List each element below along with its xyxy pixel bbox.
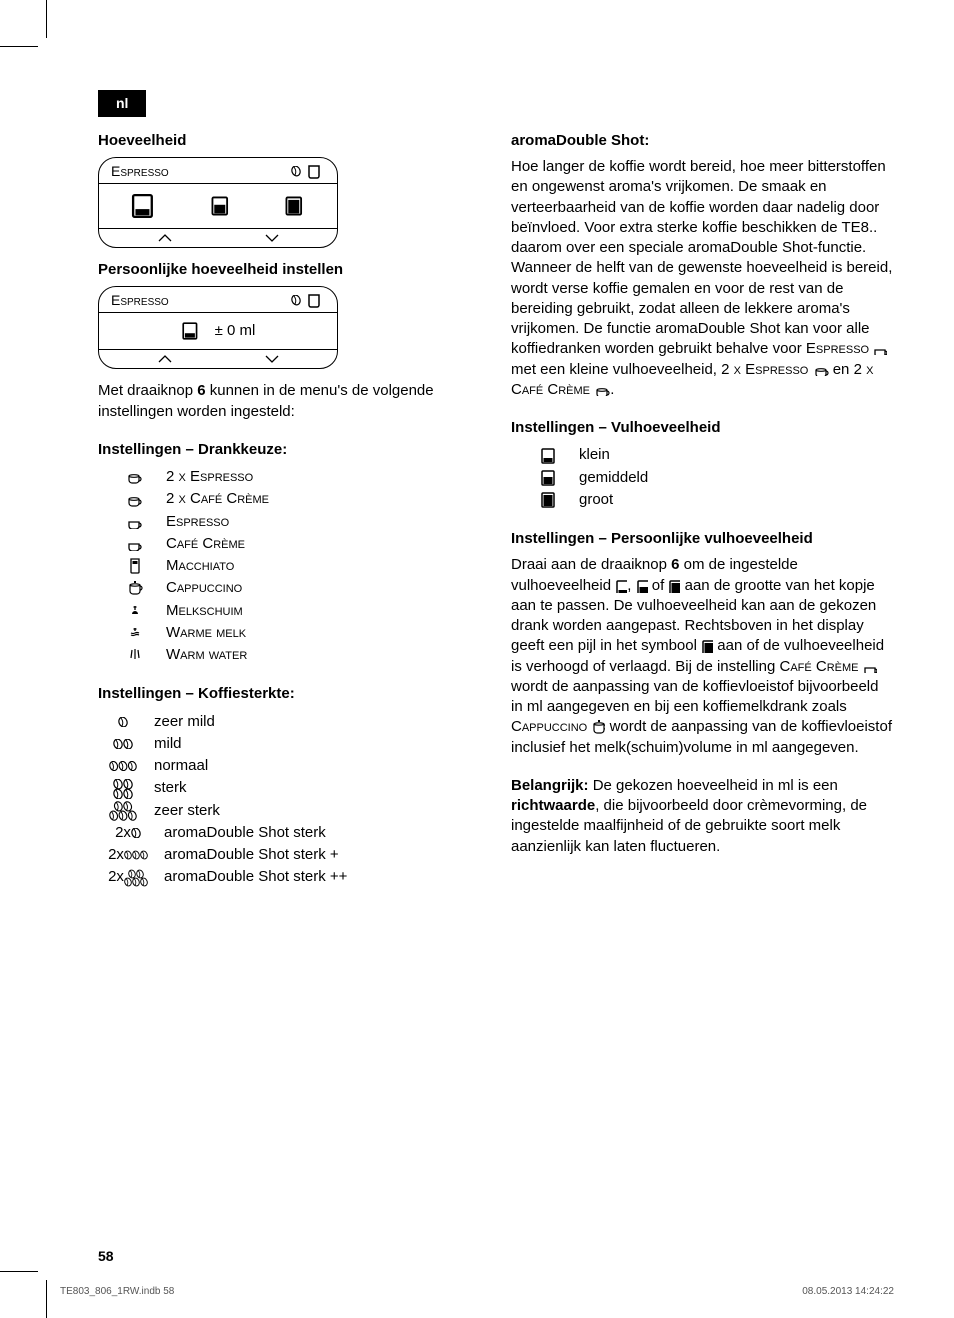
heading-persvul: Instellingen – Persoonlijke vulhoeveelhe… — [511, 529, 894, 549]
espresso-icon — [873, 343, 887, 355]
cup-large-icon — [540, 491, 556, 509]
cup-small-icon — [181, 321, 201, 341]
display2-title: Espresso — [111, 291, 169, 310]
cup-medium-icon — [540, 469, 556, 487]
cup-small-icon — [540, 447, 556, 465]
sterkte-label: aromaDouble Shot sterk + — [164, 845, 481, 865]
display-hoeveelheid: Espresso — [98, 157, 338, 248]
language-tab: nl — [98, 90, 146, 117]
bean5-icon — [124, 869, 148, 887]
left-column: Hoeveelheid Espresso Persoonlijke hoevee… — [98, 131, 481, 907]
drink-label: Macchiato — [166, 556, 481, 576]
cafecreme-icon — [127, 537, 143, 551]
para-met-draaiknop: Met draaiknop 6 kunnen in de menu's de v… — [98, 381, 481, 422]
heading-sterkte: Instellingen – Koffiesterkte: — [98, 684, 481, 704]
heading-vulhoeveelheid: Instellingen – Vulhoeveelheid — [511, 418, 894, 438]
footer-filename: TE803_806_1RW.indb 58 — [60, 1285, 174, 1299]
heading-hoeveelheid: Hoeveelheid — [98, 131, 481, 151]
bean4-icon — [113, 779, 133, 799]
vul-label: gemiddeld — [579, 468, 894, 488]
bean1-icon — [118, 717, 128, 727]
vul-list: klein gemiddeld groot — [511, 444, 894, 511]
sterkte-list: zeer mild mild normaal sterk zeer sterk … — [98, 711, 481, 889]
bean3-icon — [124, 850, 148, 860]
two-espresso-icon — [813, 364, 829, 376]
bean-icon — [291, 166, 303, 178]
mug-icon — [307, 292, 325, 310]
drink-label: Espresso — [166, 512, 481, 532]
belangrijk-para: Belangrijk: De gekozen hoeveelheid in ml… — [511, 776, 894, 857]
footer-timestamp: 08.05.2013 14:24:22 — [802, 1285, 894, 1299]
cup-medium-icon — [636, 579, 648, 593]
page-number: 58 — [98, 1247, 114, 1266]
cup-medium-icon — [210, 195, 232, 217]
drink-label: Warm water — [166, 645, 481, 665]
right-column: aromaDouble Shot: Hoe langer de koffie w… — [511, 131, 894, 907]
drink-label: Warme melk — [166, 623, 481, 643]
two-cafecreme-icon — [126, 493, 144, 507]
espresso-icon — [127, 515, 143, 529]
sterkte-label: zeer sterk — [154, 801, 481, 821]
cup-large-icon — [284, 195, 306, 217]
bean3-icon — [109, 761, 137, 771]
sterkte-label: sterk — [154, 778, 481, 798]
drink-label: Melkschuim — [166, 601, 481, 621]
sterkte-label: zeer mild — [154, 712, 481, 732]
drink-label: Café Crème — [166, 534, 481, 554]
melkschuim-icon — [128, 604, 142, 618]
cup-large-icon — [701, 639, 713, 653]
drink-label: 2 x Espresso — [166, 467, 481, 487]
sterkte-label: mild — [154, 734, 481, 754]
macchiato-icon — [127, 557, 143, 575]
two-cafecreme-icon — [594, 384, 610, 396]
bean-icon — [291, 295, 303, 307]
heading-aroma: aromaDouble Shot: — [511, 131, 894, 151]
cup-small-icon — [130, 192, 158, 220]
display1-title: Espresso — [111, 162, 169, 181]
sterkte-label: aromaDouble Shot sterk ++ — [164, 867, 481, 887]
drink-label: 2 x Café Crème — [166, 489, 481, 509]
arrow-up-icon — [157, 233, 173, 243]
persvul-para: Draai aan de draaiknop 6 om de ingesteld… — [511, 555, 894, 758]
heading-persoonlijke: Persoonlijke hoeveelheid instellen — [98, 260, 481, 280]
cappuccino-icon — [127, 581, 143, 597]
display2-value: ± 0 ml — [215, 321, 256, 341]
bean5-icon — [109, 801, 137, 821]
bean2-icon — [113, 739, 133, 749]
cappuccino-icon — [591, 720, 605, 734]
display-persoonlijke: Espresso ± 0 ml — [98, 286, 338, 369]
arrow-up-icon — [157, 354, 173, 364]
aroma-para: Hoe langer de koffie wordt bereid, hoe m… — [511, 157, 894, 400]
sterkte-label: aromaDouble Shot sterk — [164, 823, 481, 843]
content-columns: Hoeveelheid Espresso Persoonlijke hoevee… — [98, 131, 894, 907]
bean1-icon — [131, 828, 141, 838]
vul-label: groot — [579, 490, 894, 510]
two-espresso-icon — [126, 470, 144, 484]
warm-water-icon — [128, 648, 142, 662]
cafecreme-icon — [863, 661, 877, 673]
drink-list: 2 x Espresso 2 x Café Crème Espresso Caf… — [98, 466, 481, 666]
vul-label: klein — [579, 445, 894, 465]
arrow-down-icon — [264, 233, 280, 243]
cup-small-icon — [615, 579, 627, 593]
warme-melk-icon — [128, 627, 142, 639]
drink-label: Cappuccino — [166, 578, 481, 598]
heading-drankkeuze: Instellingen – Drankkeuze: — [98, 440, 481, 460]
cup-large-icon — [668, 579, 680, 593]
mug-icon — [307, 163, 325, 181]
arrow-down-icon — [264, 354, 280, 364]
sterkte-label: normaal — [154, 756, 481, 776]
